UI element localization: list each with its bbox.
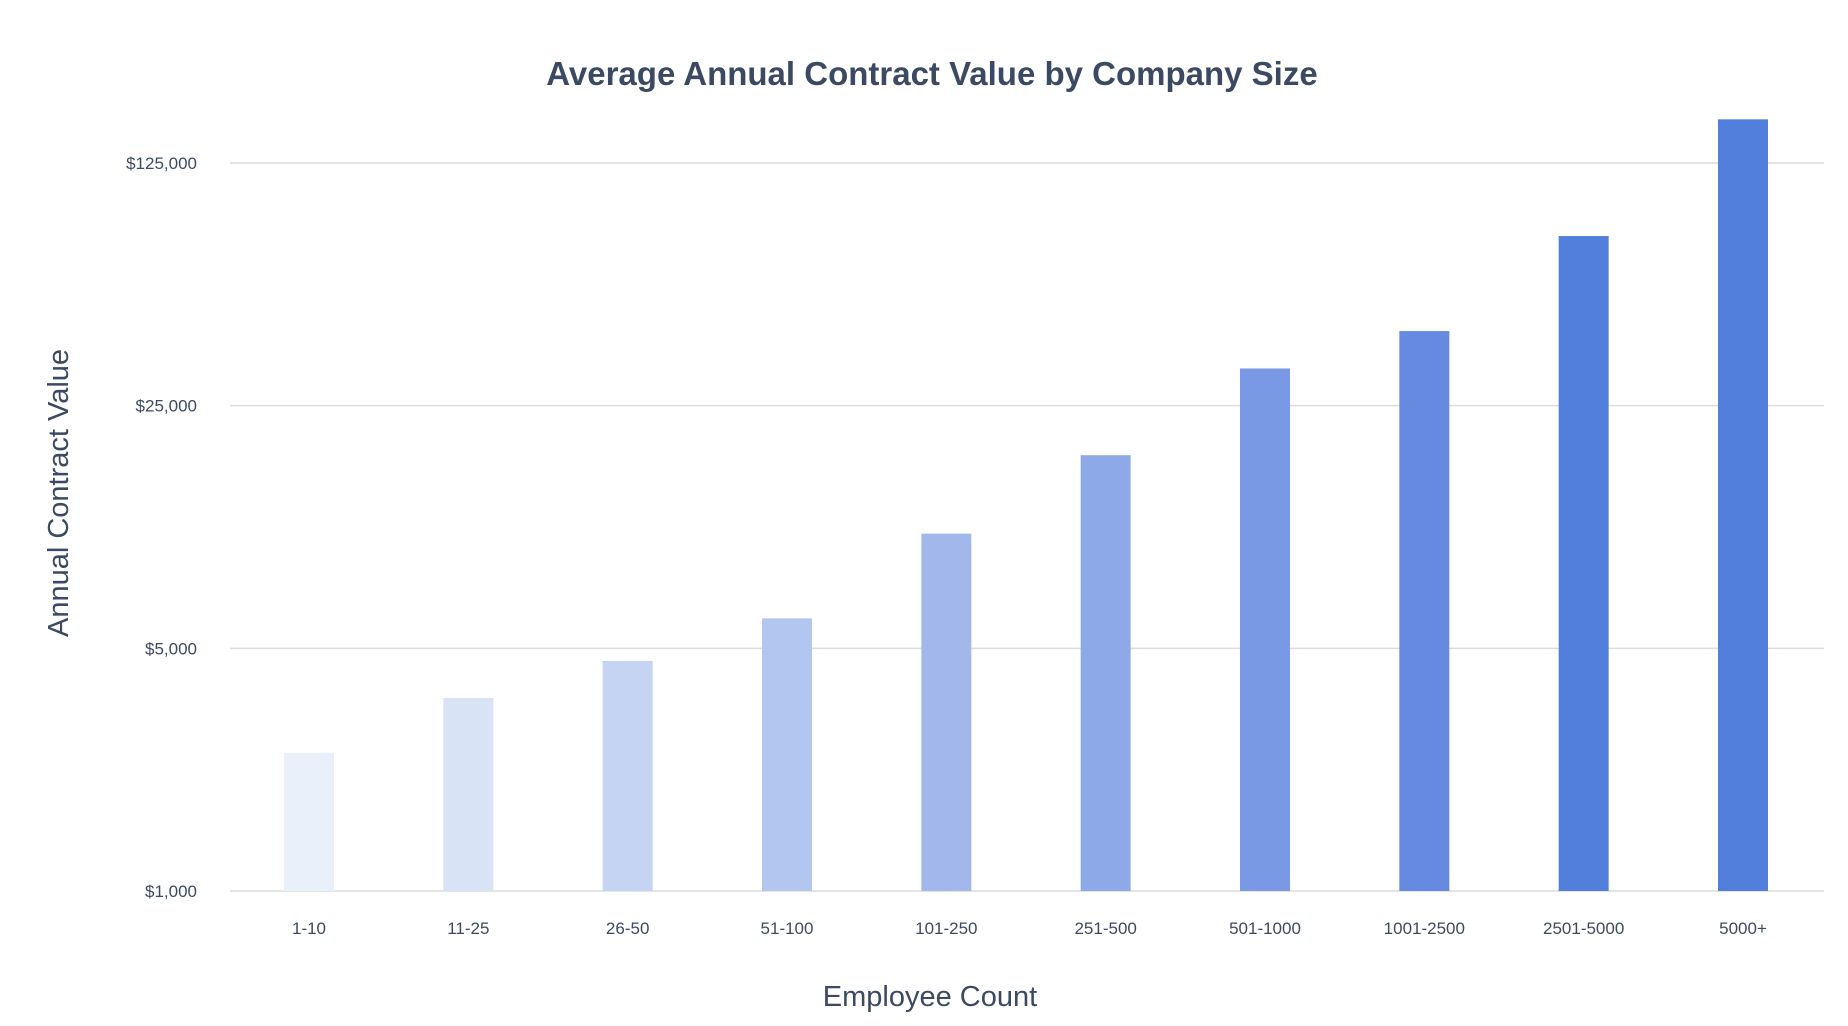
bar-101-250 (921, 533, 972, 891)
bar-11-25 (443, 697, 494, 891)
bar-1001-2500 (1399, 331, 1450, 891)
y-tick-label: $25,000 (136, 397, 197, 416)
y-tick-label: $1,000 (145, 882, 197, 901)
x-tick-label: 1-10 (292, 919, 326, 938)
x-tick-label: 26-50 (606, 919, 649, 938)
bars (284, 119, 1768, 892)
bar-51-100 (762, 618, 812, 891)
bar-5000+ (1718, 119, 1768, 892)
bar-2501-5000 (1558, 236, 1609, 891)
x-tick-label: 1001-2500 (1384, 919, 1465, 938)
x-tick-label: 251-500 (1074, 919, 1136, 938)
bar-26-50 (602, 660, 653, 891)
x-tick-label: 501-1000 (1229, 919, 1301, 938)
gridlines (230, 162, 1824, 892)
x-tick-label: 11-25 (447, 919, 489, 938)
bar-501-1000 (1240, 368, 1290, 891)
y-axis-ticks: $1,000 $5,000 $25,000 $125,000 (126, 154, 197, 901)
x-tick-label: 2501-5000 (1543, 919, 1624, 938)
x-axis-ticks: 1-10 11-25 26-50 51-100 101-250 251-500 501-10… (292, 919, 1767, 938)
x-tick-label: 51-100 (761, 919, 814, 938)
y-tick-label: $125,000 (126, 154, 197, 173)
y-axis-title: Annual Contract Value (43, 349, 75, 637)
x-tick-label: 101-250 (915, 919, 977, 938)
x-axis-title: Employee Count (823, 981, 1037, 1013)
x-tick-label: 5000+ (1719, 919, 1767, 938)
bar-1-10 (284, 752, 334, 891)
chart-title: Average Annual Contract Value by Company… (546, 55, 1317, 92)
y-tick-label: $5,000 (145, 639, 197, 658)
bar-251-500 (1080, 455, 1131, 891)
